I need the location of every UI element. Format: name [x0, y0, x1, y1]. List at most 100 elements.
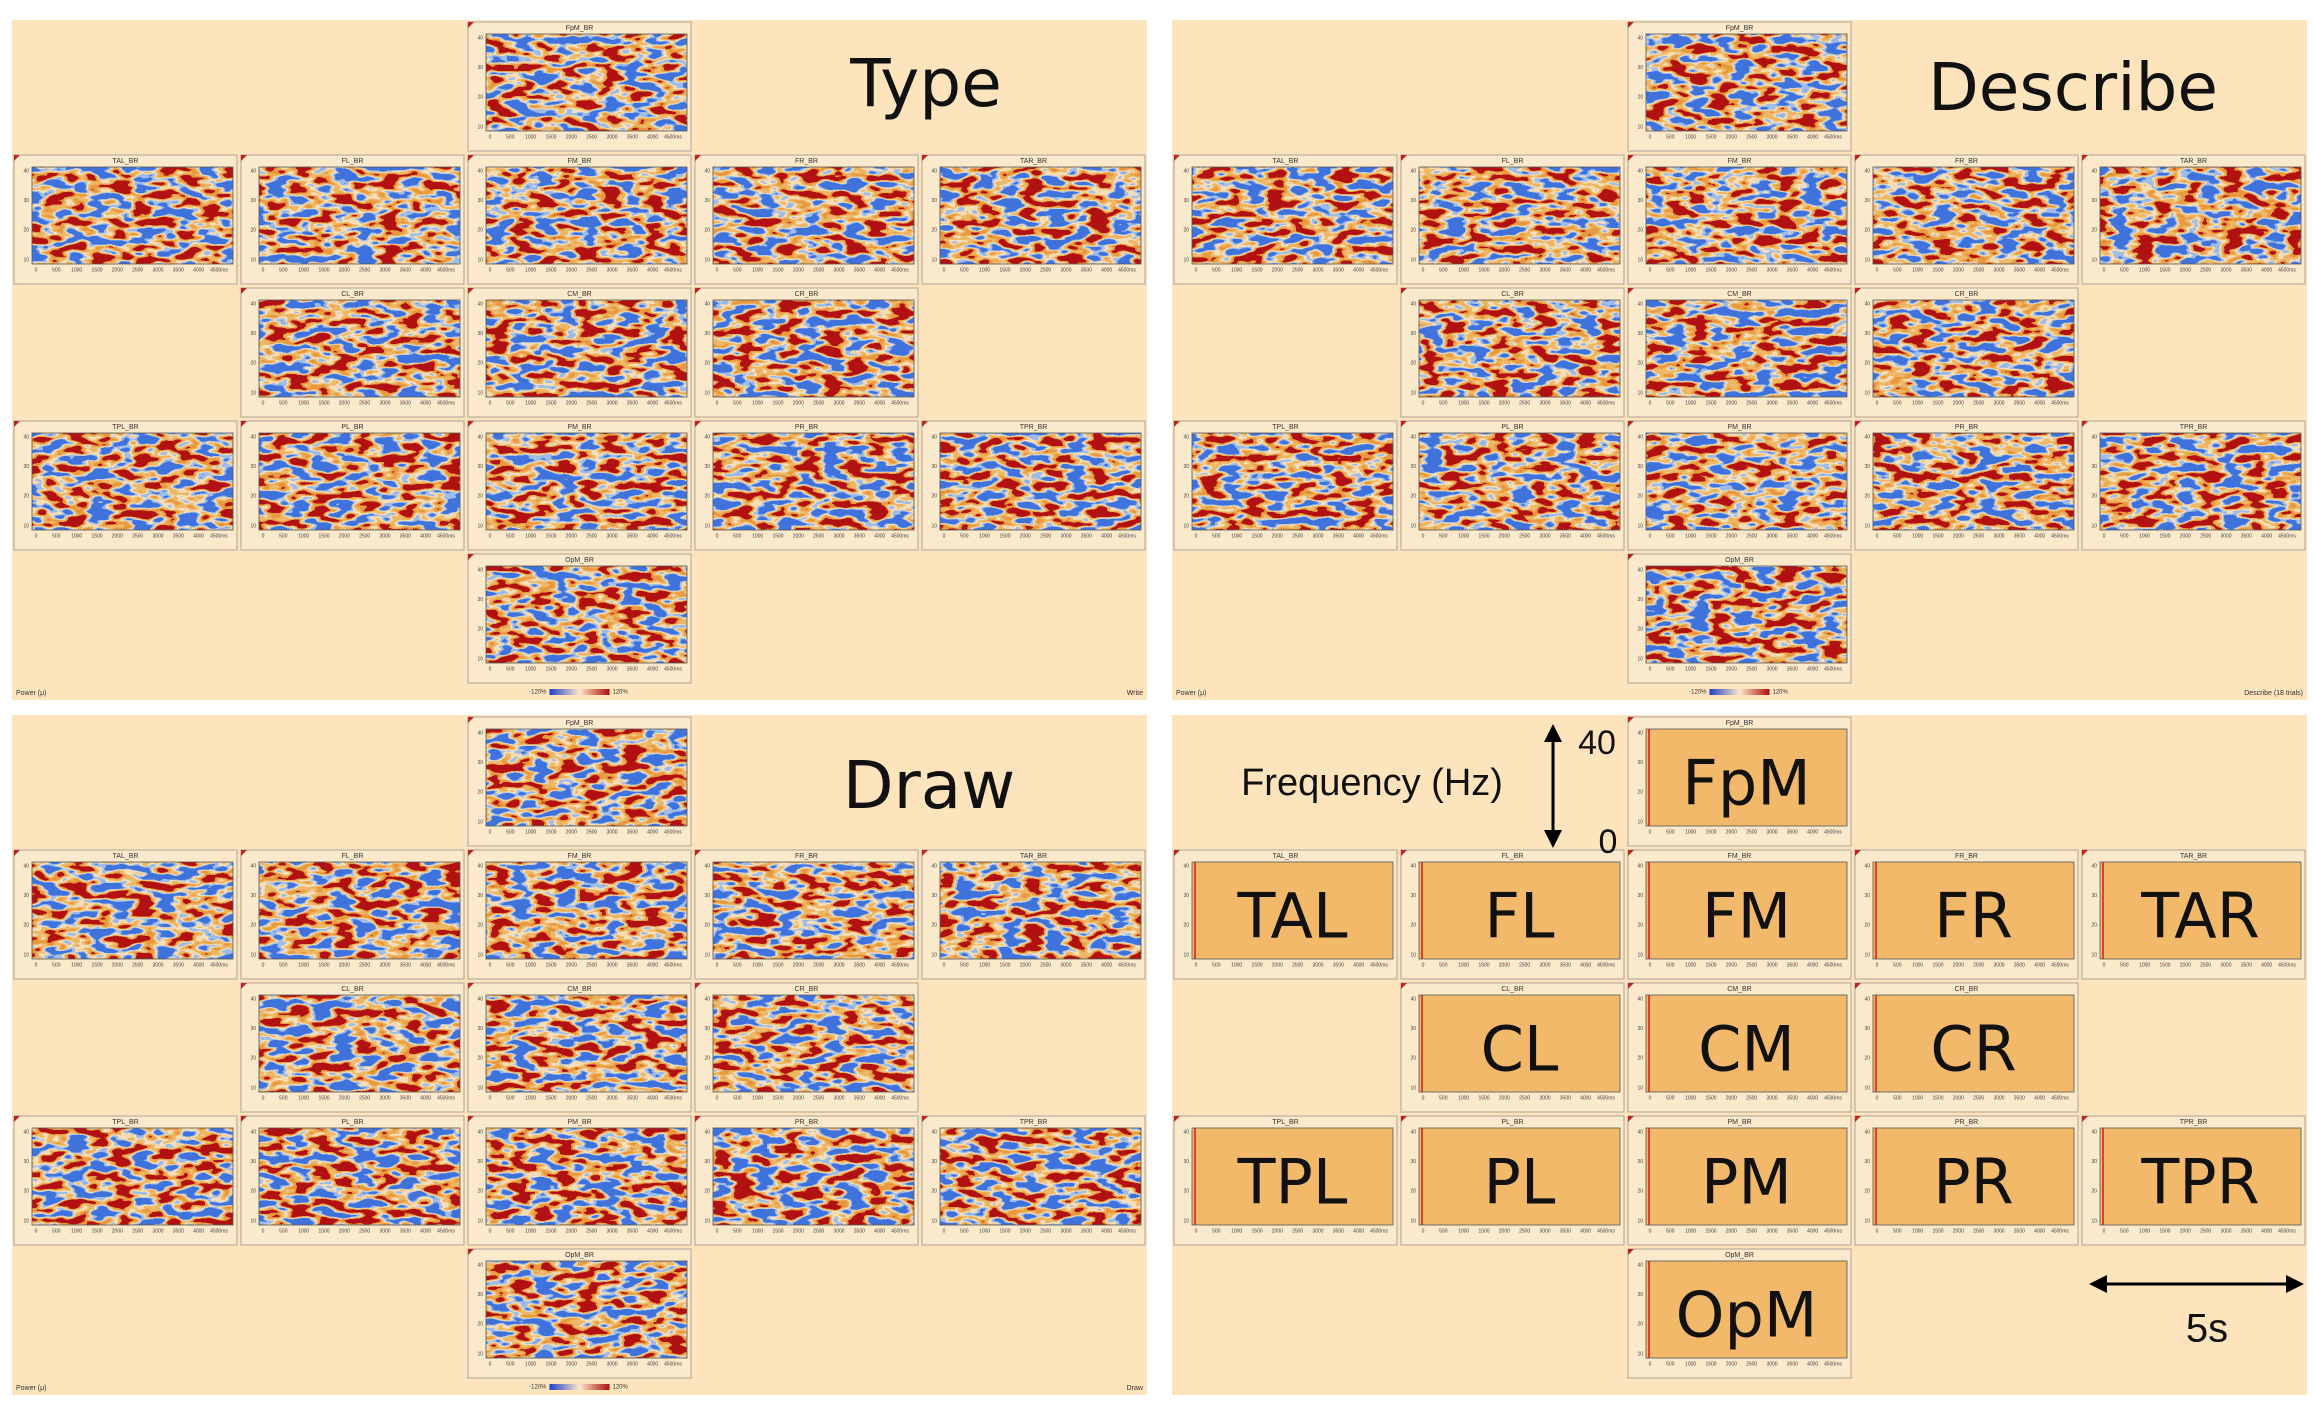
x-tick-label: 500 — [960, 1228, 969, 1234]
x-tick-label: 4000 — [2261, 267, 2272, 273]
plot-title: PM_BR — [567, 1119, 591, 1126]
y-tick-label: 10 — [1637, 390, 1643, 396]
corner-marker — [241, 421, 247, 427]
x-tick-label: 1000 — [525, 666, 536, 672]
corner-marker — [1855, 983, 1861, 989]
plot-title: PM_BR — [567, 424, 591, 431]
y-tick-label: 40 — [477, 730, 483, 736]
x-tick-label: 4000 — [1807, 666, 1818, 672]
y-tick-label: 20 — [1864, 923, 1870, 929]
y-tick-label: 30 — [250, 1026, 256, 1032]
y-tick-label: 20 — [477, 923, 483, 929]
x-tick-label: 3000 — [606, 400, 617, 406]
spectrogram — [259, 862, 460, 959]
y-tick-label: 10 — [1410, 1085, 1416, 1091]
spectrogram — [1419, 300, 1620, 397]
x-tick-label: 0 — [1422, 267, 1425, 273]
y-tick-label: 20 — [704, 1189, 710, 1195]
x-tick-label: 3000 — [1539, 962, 1550, 968]
y-tick-label: 40 — [1410, 863, 1416, 869]
x-tick-label: 2000 — [566, 1095, 577, 1101]
corner-marker — [922, 421, 928, 427]
x-tick-label: 0 — [489, 400, 492, 406]
x-tick-label: 500 — [279, 962, 288, 968]
plot-title: FL_BR — [342, 158, 364, 165]
corner-marker — [1628, 288, 1634, 294]
spectrogram — [713, 433, 914, 530]
x-tick-label: 0 — [1195, 533, 1198, 539]
y-tick-label: 10 — [477, 124, 483, 130]
spectrogram — [1646, 300, 1847, 397]
x-tick-label: 0 — [1876, 267, 1879, 273]
x-tick-label: 3500 — [627, 1095, 638, 1101]
x-tick-label: 0 — [1876, 962, 1879, 968]
x-tick-label: 4000 — [1580, 962, 1591, 968]
spectrogram — [486, 167, 687, 264]
spectrogram — [1873, 167, 2074, 264]
x-tick-label: 2500 — [1746, 400, 1757, 406]
x-tick-label: 1500 — [1705, 400, 1716, 406]
x-tick-label: 4000 — [647, 400, 658, 406]
x-tick-label: 2000 — [1499, 962, 1510, 968]
y-tick-label: 30 — [1864, 1159, 1870, 1165]
plot-border — [258, 861, 461, 960]
y-tick-label: 10 — [250, 257, 256, 263]
x-tick-label: 1000 — [1685, 829, 1696, 835]
x-tick-label: 4500ms — [664, 962, 682, 968]
x-tick-label: 2000 — [1272, 1228, 1283, 1234]
x-tick-label: 500 — [279, 1228, 288, 1234]
x-tick-label: 4500ms — [891, 1228, 909, 1234]
x-tick-label: 3500 — [1787, 134, 1798, 140]
x-tick-label: 2500 — [1040, 533, 1051, 539]
plot-title: CM_BR — [567, 986, 592, 993]
y-tick-label: 20 — [23, 228, 29, 234]
x-tick-label: 0 — [2103, 1228, 2106, 1234]
y-tick-label: 10 — [23, 952, 29, 958]
corner-marker — [468, 1116, 474, 1122]
x-tick-label: 500 — [279, 533, 288, 539]
x-tick-label: 0 — [262, 1095, 265, 1101]
y-tick-label: 30 — [1183, 198, 1189, 204]
plot-border — [712, 1127, 915, 1226]
x-tick-label: 1500 — [1705, 533, 1716, 539]
x-tick-label: 2500 — [586, 533, 597, 539]
plot-border — [2099, 861, 2302, 960]
x-tick-label: 3500 — [1787, 962, 1798, 968]
plot-title: PR_BR — [1955, 424, 1978, 431]
plot-title: PM_BR — [1727, 1119, 1751, 1126]
y-tick-label: 10 — [931, 952, 937, 958]
y-tick-label: 30 — [477, 464, 483, 470]
x-tick-label: 3000 — [833, 267, 844, 273]
y-tick-label: 30 — [477, 1292, 483, 1298]
x-tick-label: 4500ms — [2051, 1228, 2069, 1234]
corner-marker — [1401, 983, 1407, 989]
x-tick-label: 1500 — [999, 267, 1010, 273]
x-tick-label: 0 — [716, 533, 719, 539]
x-tick-label: 2000 — [1499, 400, 1510, 406]
x-tick-label: 1500 — [545, 1228, 556, 1234]
x-tick-label: 3500 — [2241, 962, 2252, 968]
plot-border — [485, 33, 688, 132]
x-tick-label: 1000 — [2139, 533, 2150, 539]
x-tick-label: 2000 — [566, 666, 577, 672]
spectrogram — [259, 1128, 460, 1225]
y-tick-label: 10 — [704, 390, 710, 396]
y-tick-label: 30 — [250, 331, 256, 337]
x-tick-label: 2500 — [1746, 666, 1757, 672]
x-tick-label: 4500ms — [1824, 533, 1842, 539]
x-tick-label: 2000 — [1020, 267, 1031, 273]
x-tick-label: 1000 — [1685, 400, 1696, 406]
x-tick-label: 4000 — [193, 962, 204, 968]
plot-border — [1645, 1260, 1848, 1359]
x-tick-label: 1500 — [318, 1228, 329, 1234]
plot-title: PR_BR — [1955, 1119, 1978, 1126]
corner-marker — [468, 421, 474, 427]
y-tick-label: 20 — [704, 1056, 710, 1062]
x-tick-label: 1500 — [91, 1228, 102, 1234]
y-tick-label: 20 — [1864, 228, 1870, 234]
y-tick-label: 40 — [23, 434, 29, 440]
x-tick-label: 4500ms — [437, 962, 455, 968]
y-tick-label: 40 — [477, 301, 483, 307]
y-tick-label: 10 — [2091, 1218, 2097, 1224]
x-tick-label: 500 — [52, 533, 61, 539]
